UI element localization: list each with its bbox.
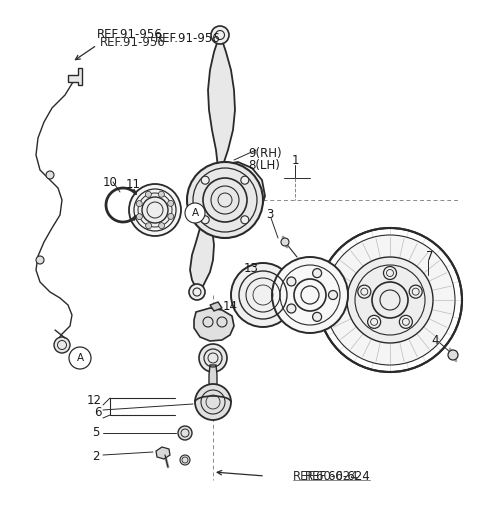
- Circle shape: [136, 214, 143, 219]
- Text: REF.60-624: REF.60-624: [305, 470, 371, 484]
- Circle shape: [201, 176, 209, 184]
- Circle shape: [138, 193, 172, 227]
- Circle shape: [368, 316, 381, 328]
- Circle shape: [272, 257, 348, 333]
- Circle shape: [201, 216, 209, 224]
- Circle shape: [211, 26, 229, 44]
- Circle shape: [145, 223, 152, 229]
- Circle shape: [195, 384, 231, 420]
- Text: 5: 5: [92, 427, 100, 439]
- Text: 7: 7: [426, 250, 434, 264]
- Text: 6: 6: [94, 406, 102, 418]
- Text: 3: 3: [266, 209, 274, 222]
- Circle shape: [168, 213, 174, 219]
- Circle shape: [448, 350, 458, 360]
- Circle shape: [312, 313, 322, 321]
- Circle shape: [69, 347, 91, 369]
- Polygon shape: [208, 40, 235, 168]
- Circle shape: [158, 191, 164, 197]
- Circle shape: [241, 216, 249, 224]
- Circle shape: [36, 256, 44, 264]
- Polygon shape: [156, 447, 170, 459]
- Circle shape: [384, 266, 396, 280]
- Circle shape: [358, 285, 371, 298]
- Polygon shape: [68, 68, 82, 85]
- Text: REF.91-956: REF.91-956: [155, 31, 221, 45]
- Circle shape: [241, 176, 249, 184]
- Circle shape: [185, 203, 205, 223]
- Polygon shape: [200, 162, 265, 226]
- Text: REF.60-624: REF.60-624: [293, 470, 359, 484]
- Text: 12: 12: [86, 394, 101, 407]
- Polygon shape: [210, 302, 222, 311]
- Polygon shape: [194, 308, 234, 341]
- Circle shape: [409, 285, 422, 298]
- Text: 10: 10: [103, 176, 118, 190]
- Circle shape: [187, 162, 263, 238]
- Text: A: A: [76, 353, 84, 363]
- Polygon shape: [190, 215, 214, 288]
- Circle shape: [180, 455, 190, 465]
- Text: 1: 1: [291, 154, 299, 167]
- Text: 4: 4: [431, 335, 439, 347]
- Circle shape: [326, 236, 454, 364]
- Circle shape: [347, 257, 433, 343]
- Text: A: A: [192, 208, 199, 218]
- Circle shape: [287, 277, 296, 286]
- Circle shape: [231, 263, 295, 327]
- Circle shape: [145, 191, 151, 197]
- Text: 9(RH): 9(RH): [248, 146, 282, 159]
- Circle shape: [328, 290, 337, 300]
- Circle shape: [159, 223, 165, 229]
- Circle shape: [178, 426, 192, 440]
- Circle shape: [281, 238, 289, 246]
- Circle shape: [189, 284, 205, 300]
- Text: 8(LH): 8(LH): [248, 158, 280, 172]
- Circle shape: [399, 316, 412, 328]
- Circle shape: [136, 200, 142, 207]
- Text: REF.91-956: REF.91-956: [100, 35, 166, 48]
- Circle shape: [129, 184, 181, 236]
- Text: 13: 13: [243, 262, 258, 274]
- Text: 14: 14: [223, 301, 238, 314]
- Circle shape: [168, 200, 174, 206]
- Polygon shape: [209, 365, 217, 392]
- Text: 2: 2: [92, 450, 100, 463]
- Circle shape: [54, 337, 70, 353]
- Circle shape: [46, 171, 54, 179]
- Text: REF.91-956: REF.91-956: [97, 28, 163, 41]
- Circle shape: [199, 344, 227, 372]
- Text: 11: 11: [125, 177, 141, 191]
- Circle shape: [312, 269, 322, 278]
- Circle shape: [287, 304, 296, 313]
